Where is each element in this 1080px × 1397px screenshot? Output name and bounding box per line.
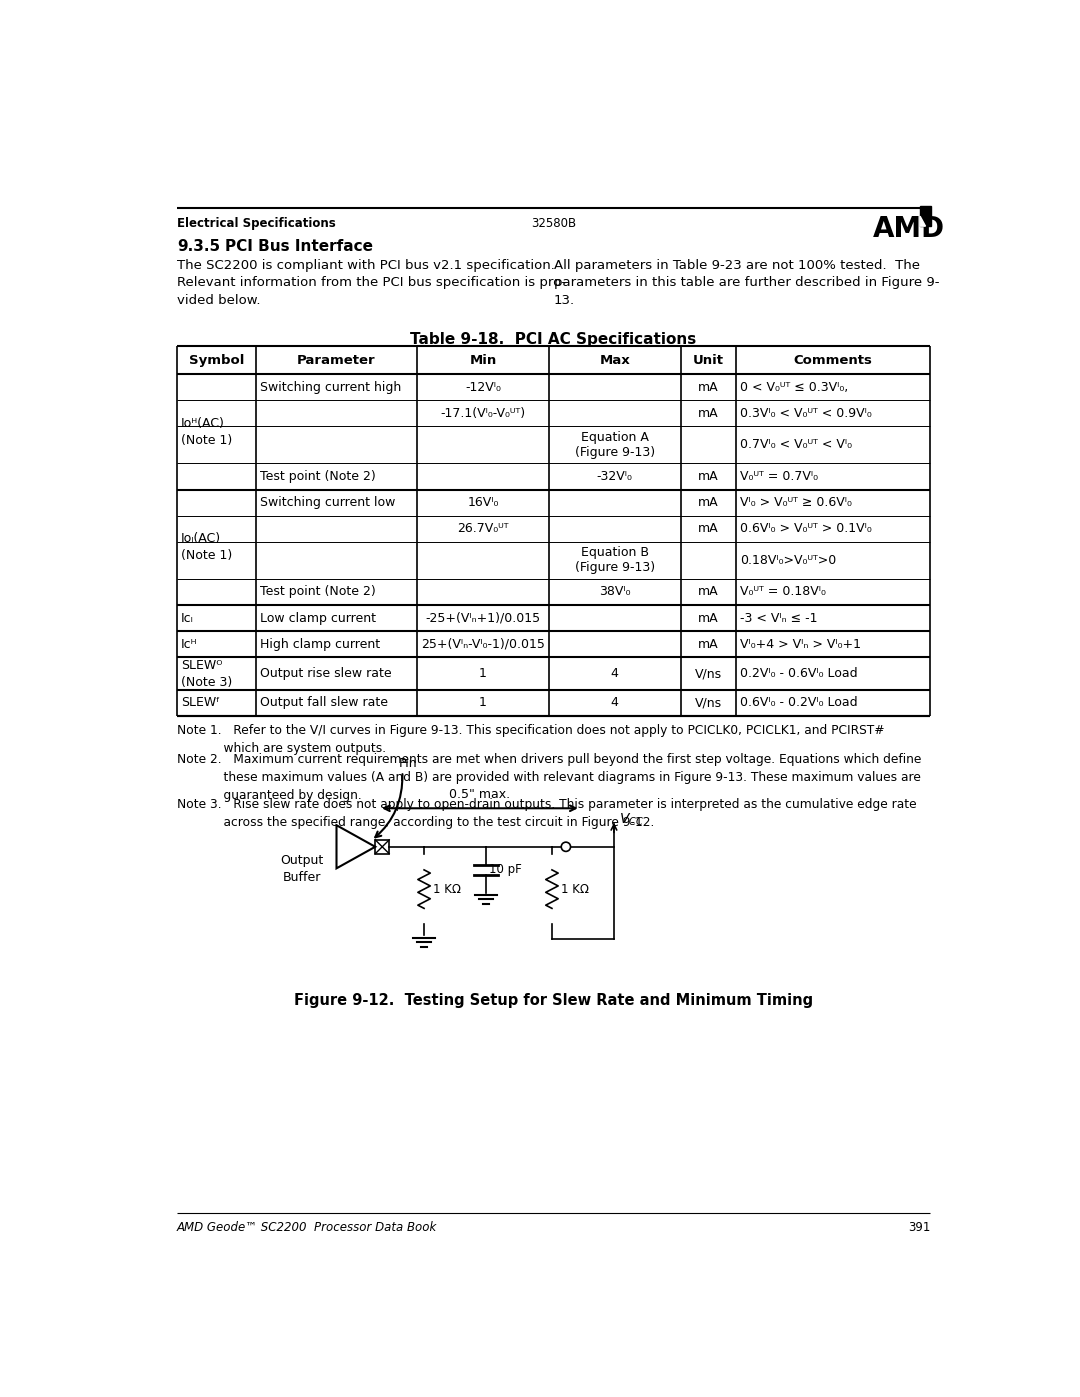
Text: Vᴵ₀ > V₀ᵁᵀ ≥ 0.6Vᴵ₀: Vᴵ₀ > V₀ᵁᵀ ≥ 0.6Vᴵ₀ bbox=[740, 496, 852, 509]
Text: Table 9-18.  PCI AC Specifications: Table 9-18. PCI AC Specifications bbox=[410, 331, 697, 346]
Text: Low clamp current: Low clamp current bbox=[260, 612, 376, 624]
Text: 1 KΩ: 1 KΩ bbox=[433, 883, 461, 895]
Text: 0.3Vᴵ₀ < V₀ᵁᵀ < 0.9Vᴵ₀: 0.3Vᴵ₀ < V₀ᵁᵀ < 0.9Vᴵ₀ bbox=[740, 407, 872, 419]
Text: V/ns: V/ns bbox=[694, 696, 723, 710]
Text: Comments: Comments bbox=[794, 353, 873, 366]
Text: 0.2Vᴵ₀ - 0.6Vᴵ₀ Load: 0.2Vᴵ₀ - 0.6Vᴵ₀ Load bbox=[740, 666, 858, 680]
Text: V₀ᵁᵀ = 0.18Vᴵ₀: V₀ᵁᵀ = 0.18Vᴵ₀ bbox=[740, 585, 826, 598]
Text: 0.5" max.: 0.5" max. bbox=[449, 788, 511, 800]
Text: Output fall slew rate: Output fall slew rate bbox=[260, 696, 388, 710]
Text: 1 KΩ: 1 KΩ bbox=[562, 883, 590, 895]
Text: Test point (Note 2): Test point (Note 2) bbox=[260, 585, 376, 598]
Text: PCI Bus Interface: PCI Bus Interface bbox=[225, 239, 373, 254]
Text: mA: mA bbox=[698, 585, 719, 598]
Bar bbox=[920, 207, 931, 226]
Text: Iᴄₗ: Iᴄₗ bbox=[180, 612, 193, 624]
Text: Note 3.   Rise slew rate does not apply to open-drain outputs. This parameter is: Note 3. Rise slew rate does not apply to… bbox=[177, 798, 917, 828]
Text: -25+(Vᴵₙ+1)/0.015: -25+(Vᴵₙ+1)/0.015 bbox=[426, 612, 540, 624]
Polygon shape bbox=[920, 217, 926, 226]
Text: -32Vᴵ₀: -32Vᴵ₀ bbox=[597, 469, 633, 483]
Text: Iᴏₗ(AC)
(Note 1): Iᴏₗ(AC) (Note 1) bbox=[180, 532, 232, 562]
Text: Unit: Unit bbox=[693, 353, 724, 366]
Text: -12Vᴵ₀: -12Vᴵ₀ bbox=[465, 380, 501, 394]
Text: mA: mA bbox=[698, 496, 719, 509]
Text: 0 < V₀ᵁᵀ ≤ 0.3Vᴵ₀,: 0 < V₀ᵁᵀ ≤ 0.3Vᴵ₀, bbox=[740, 380, 849, 394]
Text: Iᴄᴴ: Iᴄᴴ bbox=[180, 638, 198, 651]
Text: Output rise slew rate: Output rise slew rate bbox=[260, 666, 391, 680]
Text: Note 1.   Refer to the V/I curves in Figure 9-13. This specification does not ap: Note 1. Refer to the V/I curves in Figur… bbox=[177, 724, 885, 754]
Text: The SC2200 is compliant with PCI bus v2.1 specification.
Relevant information fr: The SC2200 is compliant with PCI bus v2.… bbox=[177, 258, 566, 306]
Text: AMD Geode™ SC2200  Processor Data Book: AMD Geode™ SC2200 Processor Data Book bbox=[177, 1221, 437, 1234]
Text: mA: mA bbox=[698, 522, 719, 535]
Text: V/ns: V/ns bbox=[694, 666, 723, 680]
Text: mA: mA bbox=[698, 407, 719, 419]
Text: Vᴵ₀+4 > Vᴵₙ > Vᴵ₀+1: Vᴵ₀+4 > Vᴵₙ > Vᴵ₀+1 bbox=[740, 638, 861, 651]
Text: Parameter: Parameter bbox=[297, 353, 376, 366]
Text: Min: Min bbox=[470, 353, 497, 366]
Text: Equation B
(Figure 9-13): Equation B (Figure 9-13) bbox=[575, 546, 654, 574]
Text: 10 pF: 10 pF bbox=[489, 863, 522, 876]
Text: 16Vᴵ₀: 16Vᴵ₀ bbox=[468, 496, 499, 509]
Text: Equation A
(Figure 9-13): Equation A (Figure 9-13) bbox=[575, 430, 654, 458]
Text: -3 < Vᴵₙ ≤ -1: -3 < Vᴵₙ ≤ -1 bbox=[740, 612, 818, 624]
Text: 1: 1 bbox=[480, 666, 487, 680]
Text: mA: mA bbox=[698, 380, 719, 394]
Text: 25+(Vᴵₙ-Vᴵ₀-1)/0.015: 25+(Vᴵₙ-Vᴵ₀-1)/0.015 bbox=[421, 638, 545, 651]
Text: V₀ᵁᵀ = 0.7Vᴵ₀: V₀ᵁᵀ = 0.7Vᴵ₀ bbox=[740, 469, 819, 483]
Text: Figure 9-12.  Testing Setup for Slew Rate and Minimum Timing: Figure 9-12. Testing Setup for Slew Rate… bbox=[294, 993, 813, 1009]
Text: -17.1(Vᴵ₀-V₀ᵁᵀ): -17.1(Vᴵ₀-V₀ᵁᵀ) bbox=[441, 407, 526, 419]
Text: Test point (Note 2): Test point (Note 2) bbox=[260, 469, 376, 483]
Text: All parameters in Table 9-23 are not 100% tested.  The
parameters in this table : All parameters in Table 9-23 are not 100… bbox=[554, 258, 939, 306]
Text: 391: 391 bbox=[908, 1221, 930, 1234]
Text: 38Vᴵ₀: 38Vᴵ₀ bbox=[599, 585, 631, 598]
Text: SLEWᶠ: SLEWᶠ bbox=[180, 696, 219, 710]
Text: 1: 1 bbox=[480, 696, 487, 710]
Text: 32580B: 32580B bbox=[531, 217, 576, 231]
Text: High clamp current: High clamp current bbox=[260, 638, 380, 651]
Text: AMD: AMD bbox=[873, 215, 945, 243]
Text: Switching current low: Switching current low bbox=[260, 496, 395, 509]
Text: Electrical Specifications: Electrical Specifications bbox=[177, 217, 336, 231]
Text: $V_{CC}$: $V_{CC}$ bbox=[619, 812, 644, 828]
Text: 4: 4 bbox=[611, 696, 619, 710]
Text: 4: 4 bbox=[611, 666, 619, 680]
Text: mA: mA bbox=[698, 612, 719, 624]
Text: Note 2.   Maximum current requirements are met when drivers pull beyond the firs: Note 2. Maximum current requirements are… bbox=[177, 753, 921, 802]
Text: mA: mA bbox=[698, 469, 719, 483]
Text: 0.18Vᴵ₀>V₀ᵁᵀ>0: 0.18Vᴵ₀>V₀ᵁᵀ>0 bbox=[740, 553, 837, 567]
Text: Iᴏᴴ(AC)
(Note 1): Iᴏᴴ(AC) (Note 1) bbox=[180, 416, 232, 447]
Text: 0.6Vᴵ₀ > V₀ᵁᵀ > 0.1Vᴵ₀: 0.6Vᴵ₀ > V₀ᵁᵀ > 0.1Vᴵ₀ bbox=[740, 522, 872, 535]
Text: Pin: Pin bbox=[399, 757, 417, 770]
Text: Switching current high: Switching current high bbox=[260, 380, 401, 394]
Text: mA: mA bbox=[698, 638, 719, 651]
Text: 0.7Vᴵ₀ < V₀ᵁᵀ < Vᴵ₀: 0.7Vᴵ₀ < V₀ᵁᵀ < Vᴵ₀ bbox=[740, 439, 852, 451]
Text: Symbol: Symbol bbox=[189, 353, 244, 366]
Text: 0.6Vᴵ₀ - 0.2Vᴵ₀ Load: 0.6Vᴵ₀ - 0.2Vᴵ₀ Load bbox=[740, 696, 858, 710]
Text: 9.3.5: 9.3.5 bbox=[177, 239, 220, 254]
Text: 26.7V₀ᵁᵀ: 26.7V₀ᵁᵀ bbox=[457, 522, 509, 535]
Bar bbox=[375, 840, 389, 854]
Text: Max: Max bbox=[599, 353, 630, 366]
Text: SLEWᴼ
(Note 3): SLEWᴼ (Note 3) bbox=[180, 658, 232, 689]
Text: Output
Buffer: Output Buffer bbox=[280, 855, 323, 884]
